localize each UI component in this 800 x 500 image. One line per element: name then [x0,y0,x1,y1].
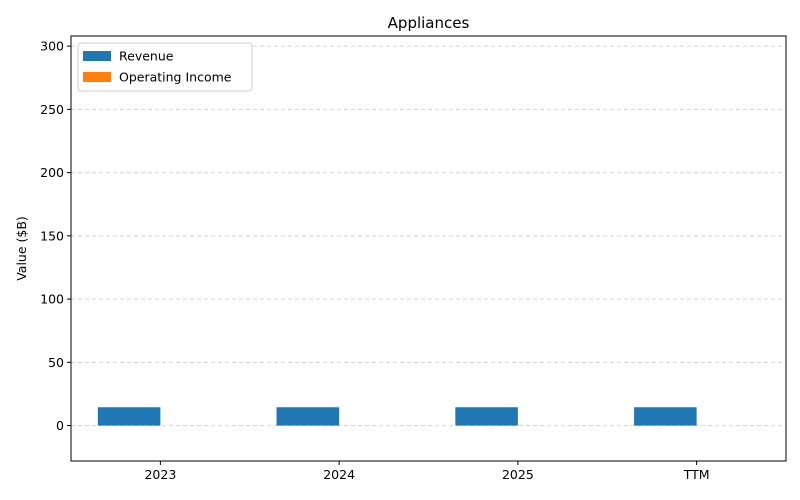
legend-swatch [83,51,111,61]
x-tick-label: 2025 [502,467,534,482]
legend-label: Operating Income [119,70,232,85]
bar-revenue [634,407,697,426]
y-tick-label: 300 [40,39,64,54]
legend-swatch [83,72,111,82]
y-tick-label: 250 [40,102,64,117]
legend-label: Revenue [119,49,174,64]
legend-box [77,42,253,92]
y-axis-ticks: 0 50 100 150 200 250 300 [40,39,71,433]
y-tick-label: 50 [48,355,64,370]
chart-title: Appliances [388,14,470,32]
y-tick-label: 0 [56,418,64,433]
legend: Revenue Operating Income [77,42,253,92]
x-tick-label: 2023 [144,467,176,482]
bar-revenue [455,407,518,426]
plot-frame [70,35,787,462]
bars [97,407,697,426]
bar-revenue [97,407,161,426]
x-tick-label: TTM [683,467,710,482]
bar-revenue [276,407,340,426]
x-axis-ticks: 2023 2024 2025 TTM [144,461,710,482]
y-tick-label: 100 [40,292,64,307]
x-tick-label: 2024 [323,467,355,482]
y-tick-label: 150 [40,228,64,243]
y-tick-label: 200 [40,165,64,180]
gridlines [71,45,786,427]
y-axis-label: Value ($B) [14,216,29,281]
